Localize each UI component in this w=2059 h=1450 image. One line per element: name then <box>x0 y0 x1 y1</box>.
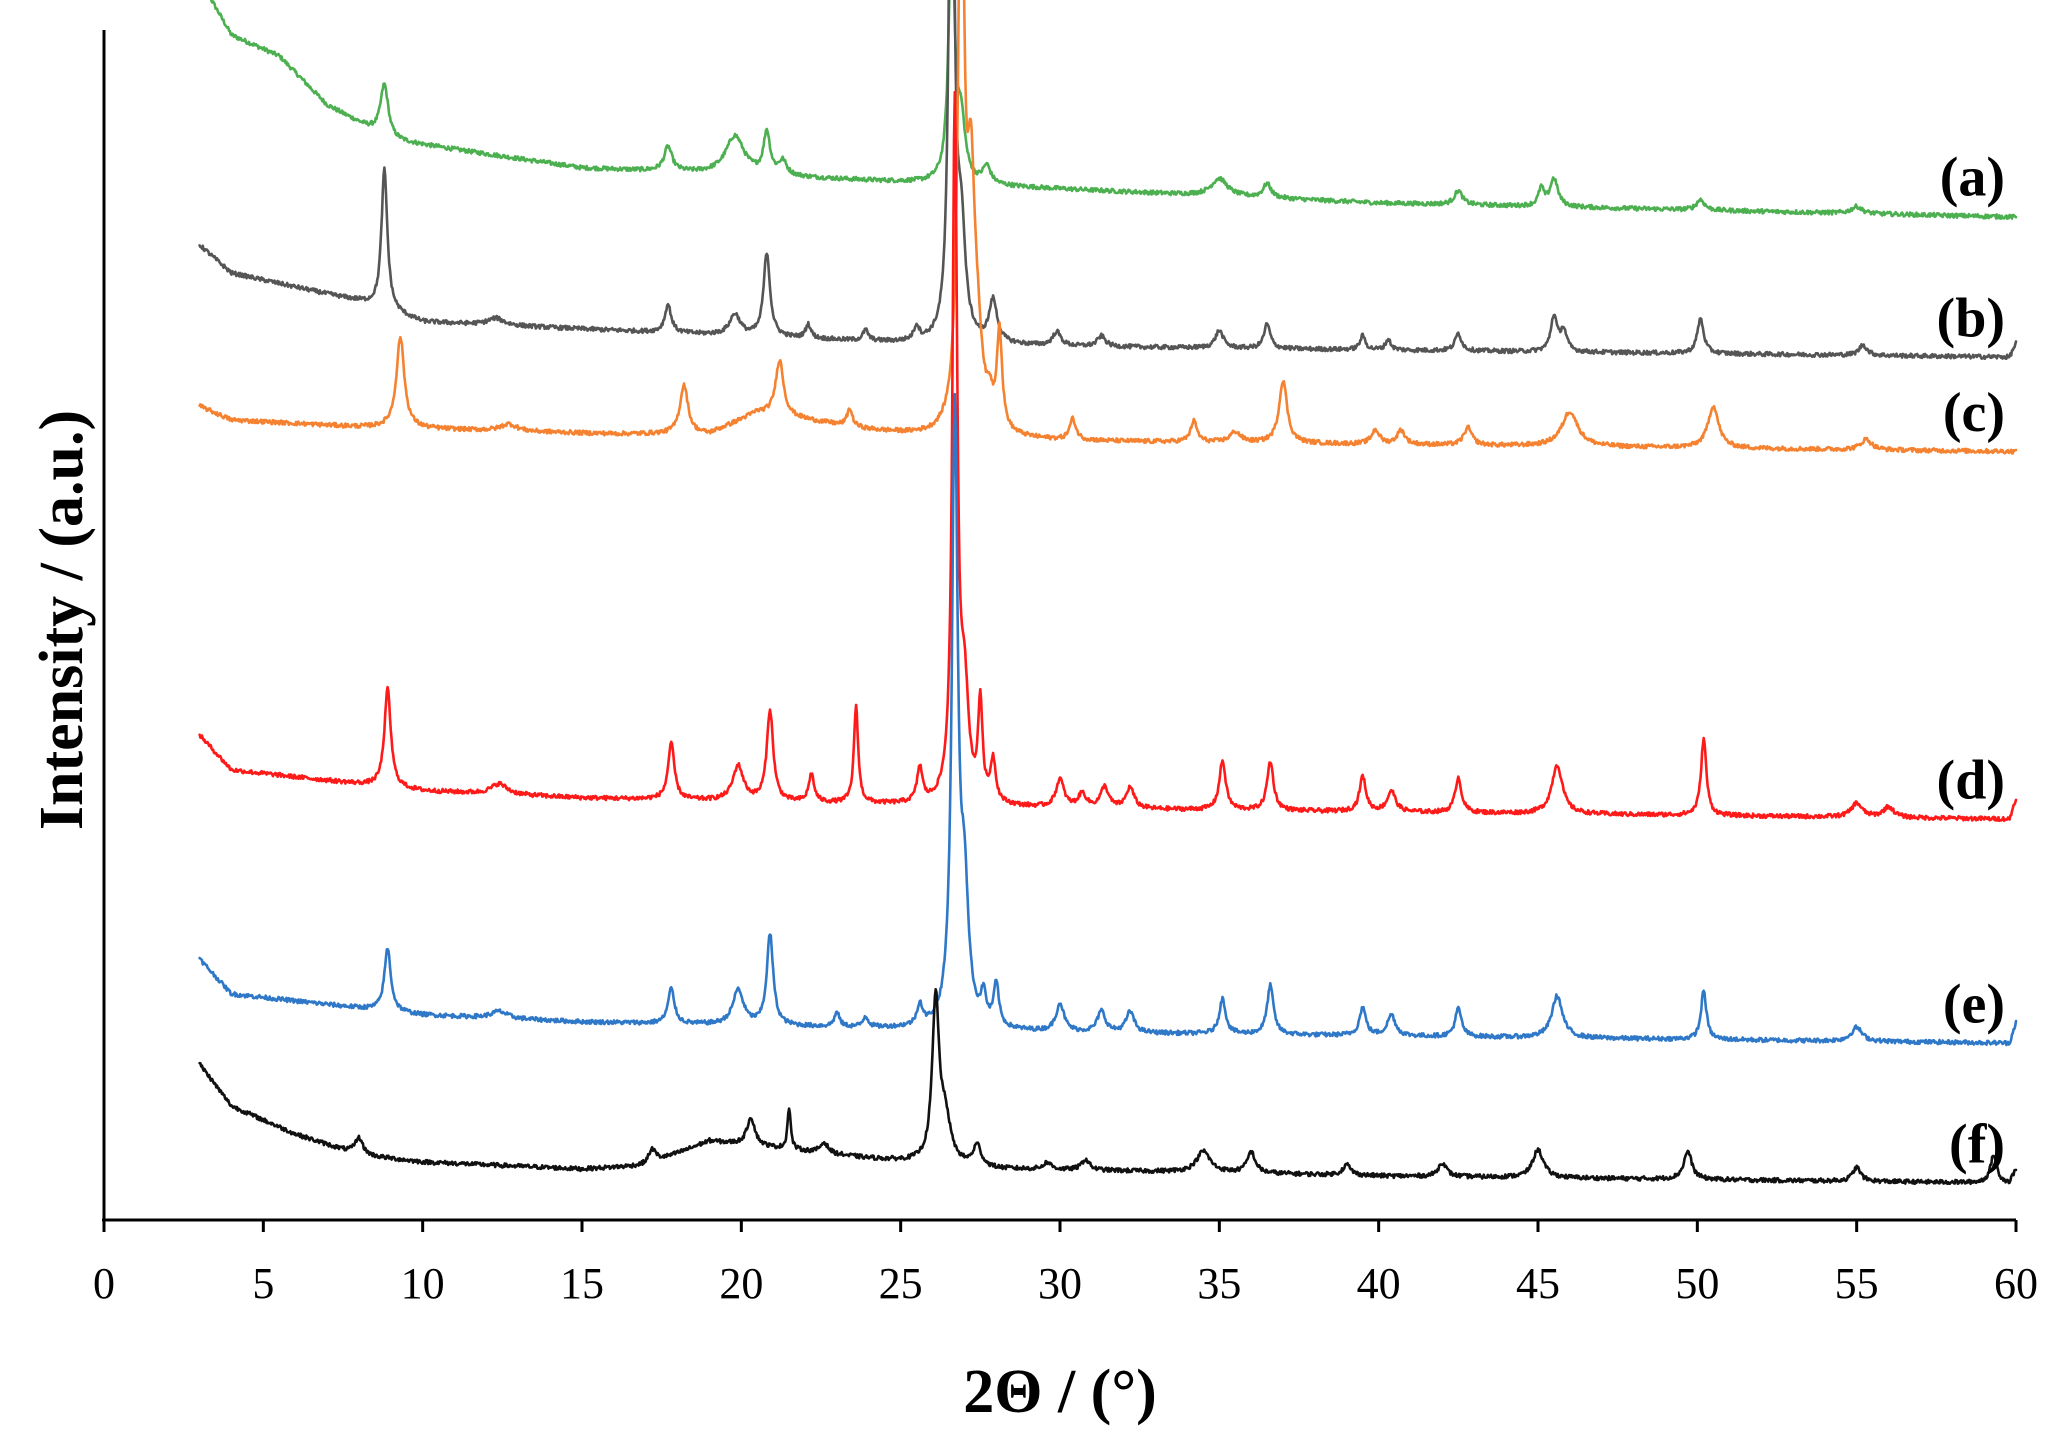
y-axis-title: Intensity / (a.u.) <box>28 410 96 830</box>
x-tick-label: 35 <box>1197 1259 1241 1308</box>
series-line-f <box>198 988 2018 1186</box>
series-label-d: (d) <box>1937 749 2005 811</box>
series-line-e <box>198 392 2018 1047</box>
x-tick-label: 60 <box>1994 1259 2038 1308</box>
series-labels: (a) (b) (c) (d) (e) (f) <box>1937 147 2005 1176</box>
series-label-a: (a) <box>1940 147 2005 209</box>
x-tick-label: 45 <box>1516 1259 1560 1308</box>
x-ticks: 0 5 10 15 20 25 30 35 40 45 50 55 60 <box>93 1220 2038 1308</box>
x-tick-label: 5 <box>252 1259 274 1308</box>
series-line-a <box>209 0 2018 220</box>
series-label-b: (b) <box>1937 287 2005 349</box>
series-line-c <box>198 0 2018 455</box>
x-tick-label: 0 <box>93 1259 115 1308</box>
traces <box>198 0 2018 1186</box>
x-tick-label: 20 <box>719 1259 763 1308</box>
x-tick-label: 30 <box>1038 1259 1082 1308</box>
x-tick-label: 10 <box>401 1259 445 1308</box>
x-tick-label: 50 <box>1675 1259 1719 1308</box>
series-label-c: (c) <box>1943 382 2005 444</box>
x-tick-label: 40 <box>1357 1259 1401 1308</box>
x-tick-label: 25 <box>879 1259 923 1308</box>
series-line-d <box>198 90 2018 823</box>
x-tick-label: 55 <box>1835 1259 1879 1308</box>
x-tick-label: 15 <box>560 1259 604 1308</box>
x-axis-title: 2Θ / (°) <box>963 1358 1157 1426</box>
series-line-b <box>198 0 2018 360</box>
series-label-e: (e) <box>1943 973 2005 1035</box>
series-label-f: (f) <box>1949 1113 2005 1175</box>
